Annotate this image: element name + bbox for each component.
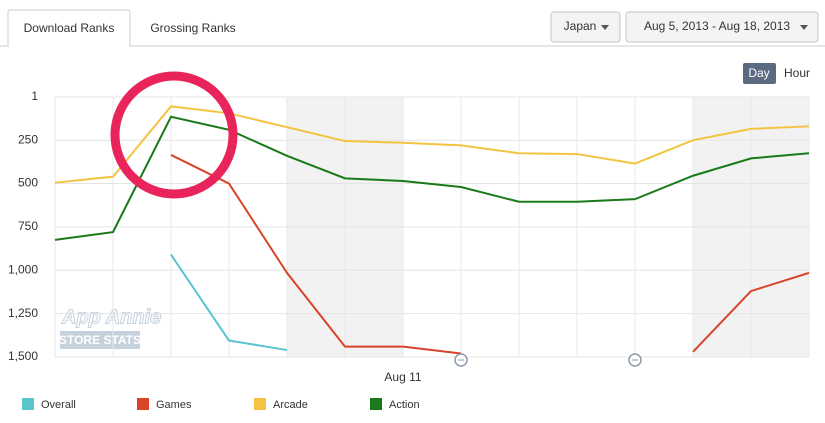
tab-grossing[interactable]: Grossing Ranks bbox=[150, 21, 235, 35]
annotation-circle bbox=[110, 71, 238, 199]
date-text: Aug 5, 2013 - Aug 18, 2013 bbox=[644, 19, 790, 33]
legend-swatch bbox=[370, 398, 382, 410]
caret bbox=[601, 25, 609, 30]
caret bbox=[800, 25, 808, 30]
legend-label: Arcade bbox=[273, 399, 308, 411]
legend-label: Overall bbox=[41, 399, 76, 411]
tab-active-gap bbox=[9, 44, 129, 48]
y-tick-label: 500 bbox=[18, 176, 38, 190]
y-tick-label: 250 bbox=[18, 132, 38, 146]
plot: App Annie STORE STATS 1 250 500 750 1,000 1,250… bbox=[8, 71, 810, 411]
x-tick-label: Aug 11 bbox=[384, 370, 421, 384]
y-tick-label: 1,500 bbox=[8, 349, 38, 363]
day-button[interactable] bbox=[743, 63, 776, 84]
y-tick-label: 1,250 bbox=[8, 306, 38, 320]
legend-swatch bbox=[254, 398, 266, 410]
watermark: STORE STATS bbox=[59, 333, 141, 347]
series-line bbox=[54, 105, 810, 184]
watermark-box bbox=[60, 331, 140, 349]
day-text: Day bbox=[748, 66, 769, 80]
y-tick-label: 750 bbox=[18, 219, 38, 233]
legend-swatch bbox=[22, 398, 34, 410]
legend-label: Games bbox=[156, 399, 192, 411]
y-tick-label: 1,000 bbox=[8, 262, 38, 276]
legend-swatch bbox=[137, 398, 149, 410]
series-line bbox=[54, 115, 810, 241]
watermark: App Annie bbox=[61, 306, 161, 328]
country-dropdown[interactable] bbox=[550, 11, 621, 43]
y-tick-label: 1 bbox=[31, 89, 38, 103]
country-text: Japan bbox=[564, 19, 597, 33]
date-dropdown[interactable] bbox=[625, 11, 819, 43]
hour-button[interactable]: Hour bbox=[784, 66, 810, 80]
series-line bbox=[170, 254, 288, 352]
tab-active[interactable] bbox=[7, 9, 131, 46]
tab-download[interactable]: Download Ranks bbox=[24, 21, 115, 35]
legend-label: Action bbox=[389, 399, 420, 411]
